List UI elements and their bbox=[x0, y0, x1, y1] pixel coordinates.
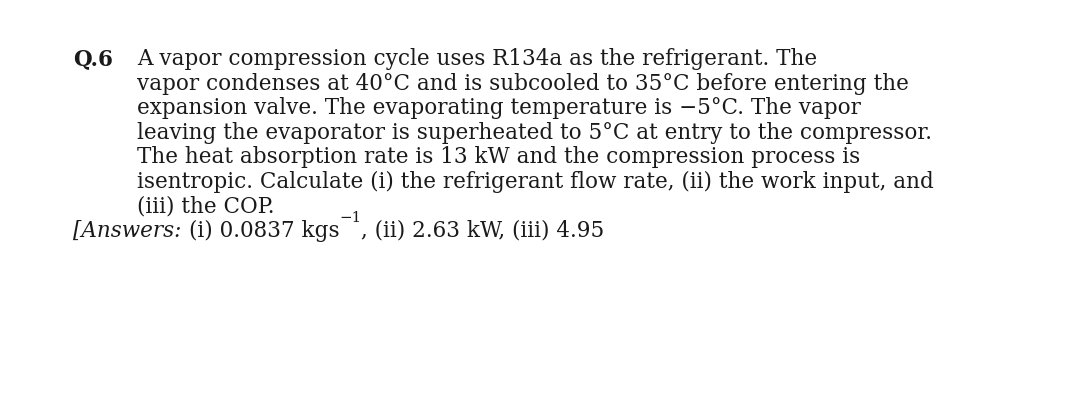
Text: −1: −1 bbox=[339, 210, 362, 225]
Text: isentropic. Calculate (i) the refrigerant flow rate, (ii) the work input, and: isentropic. Calculate (i) the refrigeran… bbox=[137, 171, 934, 193]
Text: Q.6: Q.6 bbox=[73, 48, 113, 70]
Text: [Answers:: [Answers: bbox=[73, 220, 189, 242]
Text: (i) 0.0837 kgs: (i) 0.0837 kgs bbox=[189, 220, 339, 242]
Text: vapor condenses at 40°C and is subcooled to 35°C before entering the: vapor condenses at 40°C and is subcooled… bbox=[137, 73, 909, 95]
Text: The heat absorption rate is 13 kW and the compression process is: The heat absorption rate is 13 kW and th… bbox=[137, 147, 861, 168]
Text: leaving the evaporator is superheated to 5°C at entry to the compressor.: leaving the evaporator is superheated to… bbox=[137, 122, 932, 144]
Text: , (ii) 2.63 kW, (iii) 4.95: , (ii) 2.63 kW, (iii) 4.95 bbox=[362, 220, 605, 242]
Text: (iii) the COP.: (iii) the COP. bbox=[137, 196, 274, 217]
Text: expansion valve. The evaporating temperature is −5°C. The vapor: expansion valve. The evaporating tempera… bbox=[137, 97, 861, 120]
Text: A vapor compression cycle uses R134a as the refrigerant. The: A vapor compression cycle uses R134a as … bbox=[137, 48, 818, 70]
